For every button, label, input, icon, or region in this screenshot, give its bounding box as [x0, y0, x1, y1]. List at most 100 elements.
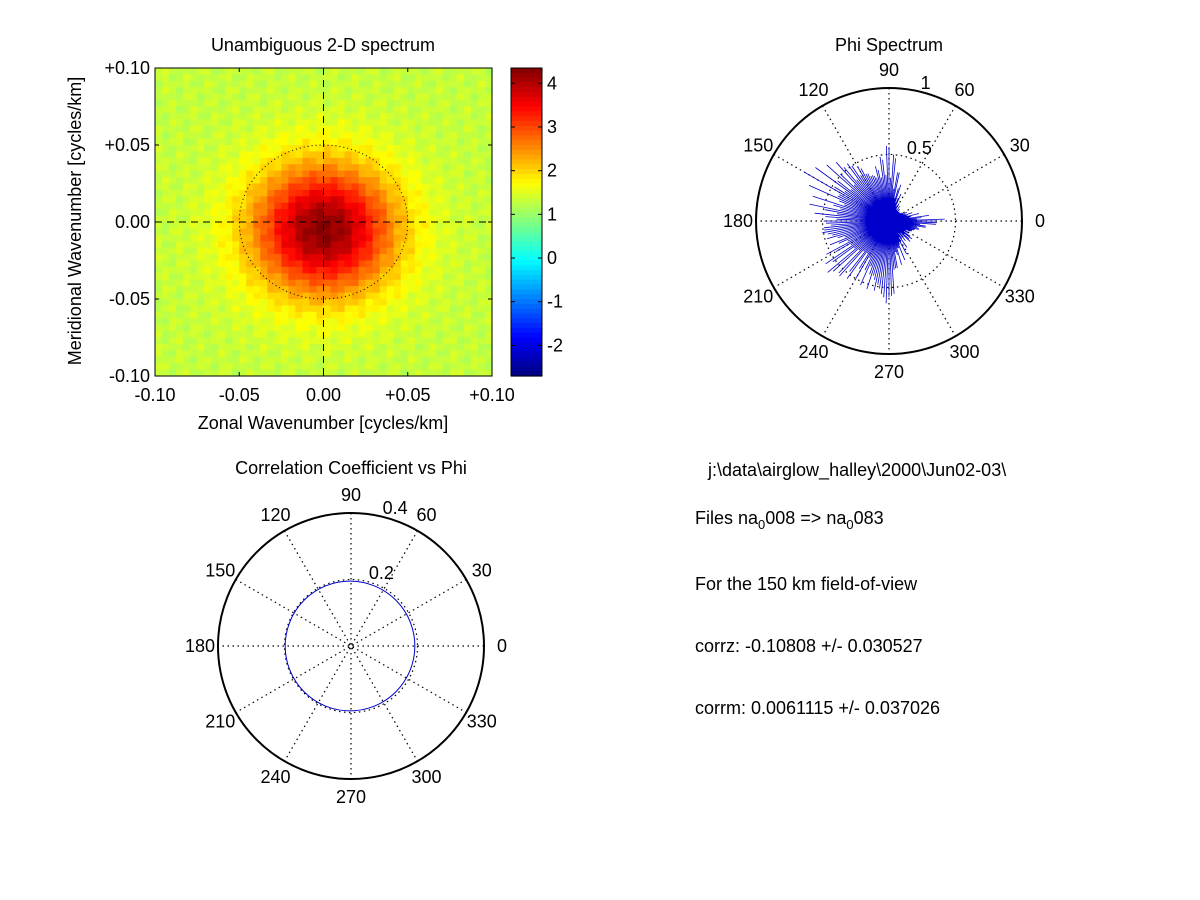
heatmap-cell: [379, 138, 388, 146]
heatmap-cell: [323, 299, 332, 307]
heatmap-cell: [218, 337, 226, 345]
heatmap-cell: [351, 363, 360, 371]
heatmap-cell: [169, 106, 177, 114]
heatmap-cell: [309, 215, 318, 223]
heatmap-cell: [372, 132, 381, 140]
heatmap-cell: [155, 369, 163, 377]
heatmap-cell: [246, 292, 254, 300]
heatmap-cell: [190, 311, 198, 319]
heatmap-cell: [414, 247, 423, 255]
heatmap-cell: [183, 305, 191, 313]
heatmap-cell: [316, 299, 325, 307]
heatmap-cell: [239, 279, 247, 287]
heatmap-cell: [421, 299, 430, 307]
heatmap-cell: [386, 196, 395, 204]
heatmap-cell: [225, 80, 233, 88]
heatmap-cell: [260, 292, 268, 300]
heatmap-cell: [260, 299, 268, 307]
heatmap-cell: [246, 196, 254, 204]
heatmap-cell: [169, 196, 177, 204]
heatmap-cell: [260, 151, 268, 159]
heatmap-cell: [428, 324, 437, 332]
heatmap-cell: [204, 369, 212, 377]
colorbar-cell: [511, 299, 542, 305]
heatmap-cell: [421, 125, 430, 133]
heatmap-cell: [393, 196, 402, 204]
heatmap-cell: [477, 189, 486, 197]
heatmap-cell: [239, 305, 247, 313]
heatmap-cell: [484, 112, 493, 120]
heatmap-cell: [477, 318, 486, 326]
heatmap-cell: [484, 311, 493, 319]
heatmap-cell: [470, 183, 479, 191]
heatmap-cell: [442, 119, 451, 127]
heatmap-cell: [414, 260, 423, 268]
heatmap-cell: [204, 87, 212, 95]
heatmap-cell: [274, 222, 282, 230]
heatmap-cell: [267, 247, 275, 255]
heatmap-cell: [309, 279, 318, 287]
heatmap-cell: [190, 202, 198, 210]
heatmap-cell: [309, 305, 318, 313]
colorbar-cell: [511, 308, 542, 315]
heatmap-cell: [407, 80, 416, 88]
heatmap-cell: [253, 234, 261, 242]
heatmap-cell: [344, 279, 353, 287]
heatmap-cell: [337, 145, 346, 153]
heatmap-cell: [484, 324, 493, 332]
heatmap-cell: [225, 292, 233, 300]
heatmap-cell: [183, 318, 191, 326]
heatmap-cell: [197, 151, 205, 159]
heatmap-cell: [169, 279, 177, 287]
heatmap-cell: [260, 222, 268, 230]
heatmap-cell: [470, 247, 479, 255]
heatmap-cell: [337, 106, 346, 114]
heatmap-cell: [365, 292, 374, 300]
heatmap-cell: [246, 318, 254, 326]
heatmap-cell: [463, 254, 472, 262]
heatmap-cell: [477, 337, 486, 345]
heatmap-cell: [169, 164, 177, 172]
heatmap-cell: [309, 324, 318, 332]
heatmap-cell: [414, 93, 423, 101]
heatmap-cell: [407, 119, 416, 127]
heatmap-cell: [190, 234, 198, 242]
heatmap-cell: [309, 350, 318, 358]
heatmap-cell: [267, 292, 275, 300]
heatmap-cell: [330, 170, 339, 178]
heatmap-cell: [344, 273, 353, 281]
heatmap-cell: [449, 215, 458, 223]
heatmap-cell: [281, 132, 289, 140]
colorbar-cell: [511, 342, 542, 348]
heatmap-cell: [428, 93, 437, 101]
heatmap-cell: [183, 279, 191, 287]
heatmap-cell: [183, 337, 191, 345]
heatmap-cell: [211, 164, 219, 172]
heatmap-cell: [316, 247, 325, 255]
heatmap-cell: [435, 247, 444, 255]
heatmap-cell: [463, 215, 472, 223]
heatmap-cell: [344, 170, 353, 178]
heatmap-cell: [400, 299, 409, 307]
heatmap-cell: [260, 254, 268, 262]
heatmap-cell: [351, 100, 360, 108]
heatmap-cell: [246, 112, 254, 120]
heatmap-cell: [190, 106, 198, 114]
heatmap-cell: [302, 87, 311, 95]
heatmap-cell: [435, 119, 444, 127]
heatmap-cell: [239, 164, 247, 172]
heatmap-cell: [449, 292, 458, 300]
heatmap-cell: [155, 222, 163, 230]
heatmap-cell: [253, 279, 261, 287]
heatmap-cell: [449, 254, 458, 262]
heatmap-cell: [309, 80, 318, 88]
heatmap-cell: [218, 157, 226, 165]
heatmap-cell: [414, 343, 423, 351]
heatmap-cell: [449, 356, 458, 364]
heatmap-cell: [316, 286, 325, 294]
heatmap-cell: [456, 119, 465, 127]
heatmap-cell: [169, 157, 177, 165]
heatmap-cell: [302, 266, 311, 274]
heatmap-cell: [232, 189, 240, 197]
heatmap-cell: [288, 356, 297, 364]
